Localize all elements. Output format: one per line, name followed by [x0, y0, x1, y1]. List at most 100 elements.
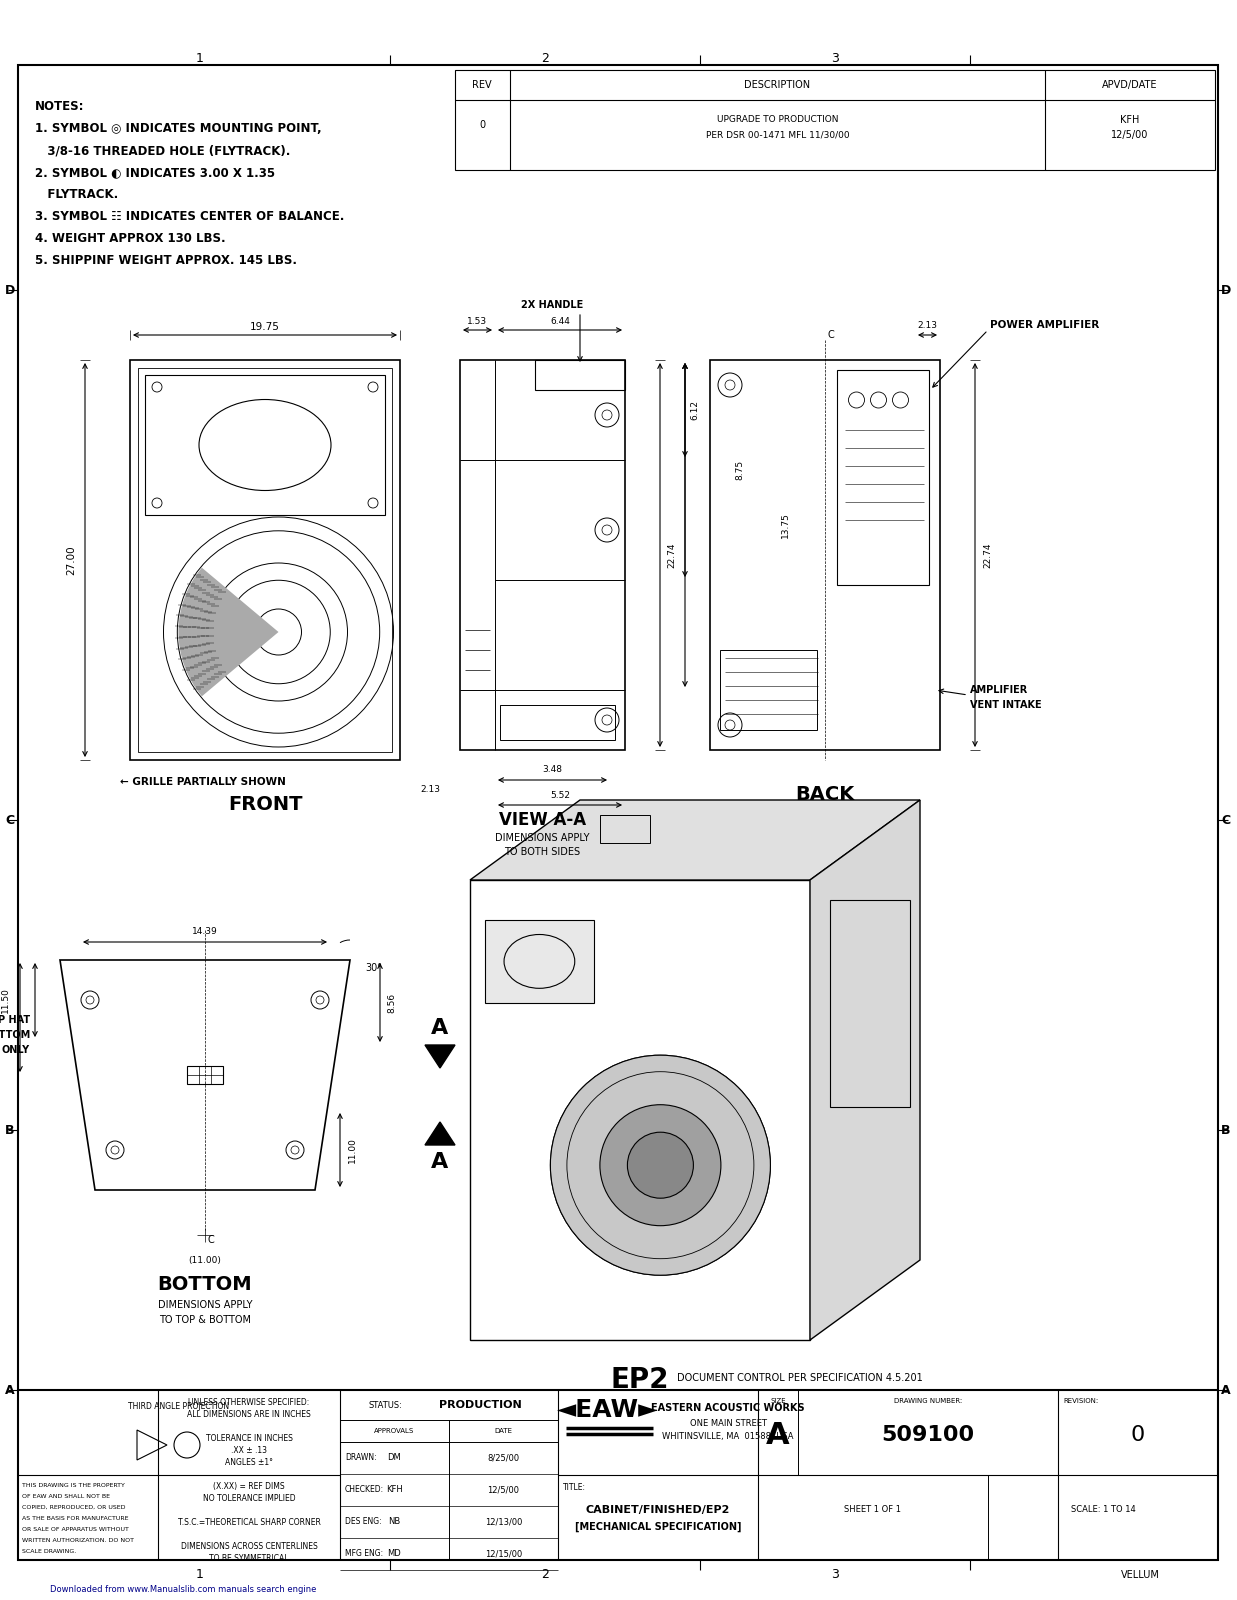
- Bar: [720, 650, 816, 730]
- Text: SCALE DRAWING.: SCALE DRAWING.: [22, 1549, 77, 1554]
- Text: 8/25/00: 8/25/00: [487, 1453, 520, 1462]
- Text: A: A: [432, 1018, 449, 1038]
- Text: SIZE: SIZE: [771, 1398, 785, 1405]
- Text: WHITINSVILLE, MA  01588  USA: WHITINSVILLE, MA 01588 USA: [662, 1432, 794, 1442]
- Text: UNLESS OTHERWISE SPECIFIED:: UNLESS OTHERWISE SPECIFIED:: [188, 1398, 309, 1406]
- Text: UPGRADE TO PRODUCTION: UPGRADE TO PRODUCTION: [716, 115, 839, 125]
- Text: 30°: 30°: [365, 963, 382, 973]
- Text: FLYTRACK.: FLYTRACK.: [35, 187, 119, 202]
- Text: NB: NB: [388, 1517, 401, 1526]
- Bar: [145, 374, 385, 515]
- Text: KFH: KFH: [386, 1485, 403, 1494]
- Text: TOP HAT: TOP HAT: [0, 1014, 30, 1026]
- Text: C: C: [828, 330, 834, 341]
- Text: THIS DRAWING IS THE PROPERTY: THIS DRAWING IS THE PROPERTY: [22, 1483, 125, 1488]
- Text: 2.13: 2.13: [421, 786, 440, 795]
- Bar: [500, 706, 615, 739]
- Text: DRAWING NUMBER:: DRAWING NUMBER:: [894, 1398, 962, 1405]
- Wedge shape: [178, 568, 278, 696]
- Text: ← GRILLE PARTIALLY SHOWN: ← GRILLE PARTIALLY SHOWN: [120, 778, 286, 787]
- Text: TO BOTH SIDES: TO BOTH SIDES: [505, 846, 580, 858]
- Circle shape: [550, 1056, 771, 1275]
- Text: DM: DM: [387, 1453, 401, 1462]
- Text: STATUS:: STATUS:: [369, 1400, 402, 1410]
- Text: T.S.C.=THEORETICAL SHARP CORNER: T.S.C.=THEORETICAL SHARP CORNER: [178, 1518, 320, 1526]
- Text: KFH: KFH: [1121, 115, 1139, 125]
- Text: SHEET 1 OF 1: SHEET 1 OF 1: [845, 1506, 902, 1515]
- Text: 1: 1: [195, 51, 204, 64]
- Bar: [534, 360, 625, 390]
- Text: 6.12: 6.12: [690, 400, 699, 419]
- Text: TOLERANCE IN INCHES: TOLERANCE IN INCHES: [205, 1434, 292, 1443]
- Text: 2.13: 2.13: [918, 320, 938, 330]
- Bar: [836, 370, 929, 584]
- Text: TO TOP & BOTTOM: TO TOP & BOTTOM: [160, 1315, 251, 1325]
- Bar: [130, 360, 400, 760]
- Text: 4. WEIGHT APPROX 130 LBS.: 4. WEIGHT APPROX 130 LBS.: [35, 232, 225, 245]
- Text: A: A: [766, 1421, 789, 1450]
- Text: [MECHANICAL SPECIFICATION]: [MECHANICAL SPECIFICATION]: [575, 1522, 741, 1533]
- Text: 22.74: 22.74: [983, 542, 992, 568]
- Text: WRITTEN AUTHORIZATION. DO NOT: WRITTEN AUTHORIZATION. DO NOT: [22, 1538, 134, 1542]
- Text: DIMENSIONS APPLY: DIMENSIONS APPLY: [495, 834, 590, 843]
- Text: BOTTOM: BOTTOM: [0, 1030, 30, 1040]
- Text: 11.50: 11.50: [0, 987, 10, 1013]
- Text: Downloaded from www.Manualslib.com manuals search engine: Downloaded from www.Manualslib.com manua…: [49, 1586, 317, 1595]
- Text: 3. SYMBOL ☷ INDICATES CENTER OF BALANCE.: 3. SYMBOL ☷ INDICATES CENTER OF BALANCE.: [35, 210, 344, 222]
- Text: OF EAW AND SHALL NOT BE: OF EAW AND SHALL NOT BE: [22, 1494, 110, 1499]
- Text: 509100: 509100: [882, 1426, 975, 1445]
- Text: D: D: [1221, 283, 1231, 296]
- Text: 27.00: 27.00: [66, 546, 75, 574]
- Text: 8.56: 8.56: [387, 992, 397, 1013]
- Text: 6.44: 6.44: [550, 317, 570, 326]
- Bar: [485, 920, 594, 1003]
- Text: DOCUMENT CONTROL PER SPECIFICATION 4.5.201: DOCUMENT CONTROL PER SPECIFICATION 4.5.2…: [677, 1373, 923, 1382]
- Text: 3: 3: [831, 51, 839, 64]
- Text: 1. SYMBOL ◎ INDICATES MOUNTING POINT,: 1. SYMBOL ◎ INDICATES MOUNTING POINT,: [35, 122, 322, 134]
- Text: 13.75: 13.75: [781, 512, 789, 538]
- Text: APVD/DATE: APVD/DATE: [1102, 80, 1158, 90]
- Text: .XX ± .13: .XX ± .13: [231, 1446, 267, 1454]
- Text: 19.75: 19.75: [250, 322, 280, 333]
- Text: PRODUCTION: PRODUCTION: [439, 1400, 521, 1410]
- Text: 1: 1: [195, 1568, 204, 1581]
- Text: NOTES:: NOTES:: [35, 99, 84, 114]
- Text: VENT INTAKE: VENT INTAKE: [970, 701, 1042, 710]
- Text: BACK: BACK: [795, 786, 855, 805]
- Text: 5.52: 5.52: [550, 790, 570, 800]
- Text: 0: 0: [479, 120, 485, 130]
- Text: DATE: DATE: [495, 1427, 512, 1434]
- Polygon shape: [426, 1045, 455, 1069]
- Text: DIMENSIONS APPLY: DIMENSIONS APPLY: [158, 1299, 252, 1310]
- Text: DIMENSIONS ACROSS CENTERLINES: DIMENSIONS ACROSS CENTERLINES: [181, 1542, 318, 1550]
- Text: SCALE: 1 TO 14: SCALE: 1 TO 14: [1071, 1506, 1136, 1515]
- Text: C: C: [5, 813, 15, 827]
- Text: B: B: [5, 1123, 15, 1136]
- Text: 2. SYMBOL ◐ INDICATES 3.00 X 1.35: 2. SYMBOL ◐ INDICATES 3.00 X 1.35: [35, 166, 275, 179]
- Text: ANGLES ±1°: ANGLES ±1°: [225, 1458, 273, 1467]
- Text: AMPLIFIER: AMPLIFIER: [970, 685, 1028, 694]
- Text: 5. SHIPPINF WEIGHT APPROX. 145 LBS.: 5. SHIPPINF WEIGHT APPROX. 145 LBS.: [35, 254, 297, 267]
- Text: ◄EAW►: ◄EAW►: [558, 1398, 658, 1422]
- Bar: [710, 360, 940, 750]
- Text: ALL DIMENSIONS ARE IN INCHES: ALL DIMENSIONS ARE IN INCHES: [187, 1410, 310, 1419]
- Bar: [187, 1066, 223, 1085]
- Text: 3: 3: [831, 1568, 839, 1581]
- Text: AS THE BASIS FOR MANUFACTURE: AS THE BASIS FOR MANUFACTURE: [22, 1517, 129, 1522]
- Text: 12/5/00: 12/5/00: [1111, 130, 1149, 141]
- Text: TO BE SYMMETRICAL: TO BE SYMMETRICAL: [209, 1554, 288, 1563]
- Text: BOTTOM: BOTTOM: [157, 1275, 252, 1294]
- Text: EP2: EP2: [611, 1366, 669, 1394]
- Polygon shape: [810, 800, 920, 1341]
- Text: A: A: [1221, 1384, 1231, 1397]
- Text: PER DSR 00-1471 MFL 11/30/00: PER DSR 00-1471 MFL 11/30/00: [705, 131, 850, 139]
- Text: APPROVALS: APPROVALS: [375, 1427, 414, 1434]
- Text: A: A: [5, 1384, 15, 1397]
- Text: OR SALE OF APPARATUS WITHOUT: OR SALE OF APPARATUS WITHOUT: [22, 1526, 129, 1533]
- Bar: [830, 899, 910, 1107]
- Bar: [455, 70, 1215, 170]
- Text: ONE MAIN STREET: ONE MAIN STREET: [689, 1419, 767, 1429]
- Circle shape: [600, 1104, 721, 1226]
- Text: REV: REV: [473, 80, 492, 90]
- Text: 22.74: 22.74: [668, 542, 677, 568]
